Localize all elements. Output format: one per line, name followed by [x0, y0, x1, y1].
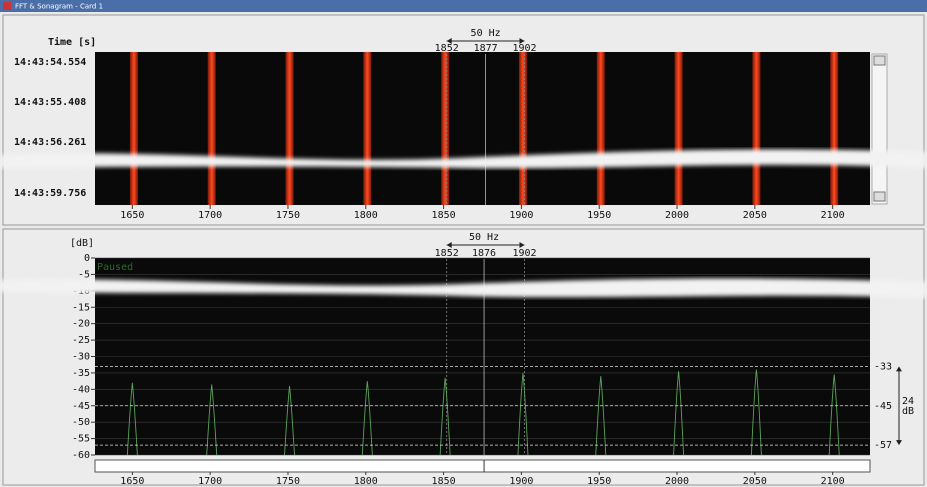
time-label: 14:43:56.261	[14, 137, 86, 148]
x-tick-label: 2050	[743, 476, 767, 487]
app-icon	[3, 2, 11, 10]
marker-freq: 1877	[474, 43, 498, 54]
x-tick-label: 1950	[587, 476, 611, 487]
y-tick-label: -20	[72, 319, 90, 330]
spectral-line	[519, 52, 527, 205]
x-tick-label: 1850	[432, 476, 456, 487]
spectral-line	[130, 52, 138, 205]
x-tick-label: 1650	[120, 476, 144, 487]
marker-span: 50 Hz	[469, 232, 499, 243]
app-window: FFT & Sonagram - Card 1 Time [s] 14:43:5…	[0, 0, 927, 487]
scrollbar[interactable]	[872, 54, 887, 204]
x-tick-label: 2000	[665, 210, 689, 221]
status: Paused	[97, 262, 133, 273]
level-label: -33	[874, 361, 892, 372]
x-tick-label: 1800	[354, 210, 378, 221]
marker-freq: 1852	[435, 248, 459, 259]
y-tick-label: -60	[72, 450, 90, 461]
x-tick-label: 1700	[198, 476, 222, 487]
x-tick-label: 1700	[198, 210, 222, 221]
level-label: -45	[874, 401, 892, 412]
x-tick-label: 1650	[120, 210, 144, 221]
y-tick-label: -25	[72, 335, 90, 346]
y-tick-label: -5	[78, 269, 90, 280]
spectral-line	[441, 52, 449, 205]
x-tick-label: 1800	[354, 476, 378, 487]
spectral-line	[597, 52, 605, 205]
x-tick-label: 2050	[743, 210, 767, 221]
x-tick-label: 2000	[665, 476, 689, 487]
x-tick-label: 1900	[509, 476, 533, 487]
x-tick-label: 1750	[276, 210, 300, 221]
spectral-line	[208, 52, 216, 205]
window-title: FFT & Sonagram - Card 1	[15, 3, 103, 11]
time-label: 14:43:54.554	[14, 57, 86, 68]
range-unit: dB	[902, 406, 914, 417]
spectral-line	[286, 52, 294, 205]
y-tick-label: -15	[72, 302, 90, 313]
marker-freq: 1852	[435, 43, 459, 54]
title-bar	[0, 0, 927, 12]
spectral-line	[675, 52, 683, 205]
y-tick-label: -45	[72, 401, 90, 412]
time-label: 14:43:55.408	[14, 97, 86, 108]
time-axis-label: Time [s]	[48, 36, 96, 48]
scroll-down[interactable]	[874, 192, 885, 201]
spectral-line	[363, 52, 371, 205]
y-tick-label: -50	[72, 417, 90, 428]
x-tick-label: 1850	[432, 210, 456, 221]
scroll-up[interactable]	[874, 56, 885, 65]
db-axis-label: [dB]	[70, 238, 94, 249]
marker-freq: 1902	[512, 43, 536, 54]
y-tick-label: -30	[72, 352, 90, 363]
x-tick-label: 1900	[509, 210, 533, 221]
x-tick-label: 1750	[276, 476, 300, 487]
x-tick-label: 1950	[587, 210, 611, 221]
spectral-line	[752, 52, 760, 205]
y-tick-label: -35	[72, 368, 90, 379]
y-tick-label: 0	[84, 253, 90, 264]
x-tick-label: 2100	[821, 476, 845, 487]
spectral-line	[830, 52, 838, 205]
time-label: 14:43:59.756	[14, 188, 86, 199]
x-tick-label: 2100	[821, 210, 845, 221]
y-tick-label: -55	[72, 434, 90, 445]
marker-freq: 1876	[472, 248, 496, 259]
marker-span: 50 Hz	[471, 28, 501, 39]
y-tick-label: -40	[72, 384, 90, 395]
level-label: -57	[874, 440, 892, 451]
marker-freq: 1902	[512, 248, 536, 259]
scroll-strip[interactable]	[95, 460, 870, 472]
